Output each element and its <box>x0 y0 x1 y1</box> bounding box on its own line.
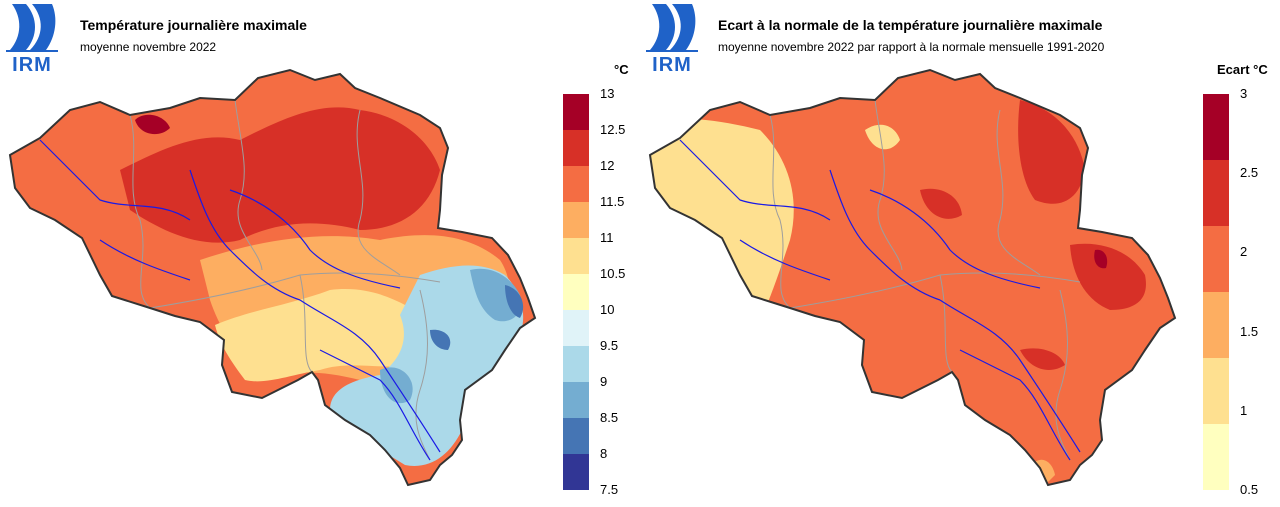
legend-swatch <box>1203 292 1229 358</box>
legend-swatch <box>1203 424 1229 490</box>
rivers <box>679 139 1081 461</box>
province-borders <box>769 99 1081 461</box>
legend-tick-label: 3 <box>1240 86 1248 101</box>
logo-text: IRM <box>652 54 692 76</box>
legend-tick-label: 8.5 <box>600 410 619 425</box>
legend-swatch <box>563 382 589 418</box>
anomaly-map <box>648 68 1177 487</box>
province-borders <box>129 99 441 461</box>
zone-north-east <box>1018 100 1085 204</box>
legend-swatch <box>563 418 589 454</box>
zone-summits <box>430 285 524 350</box>
color-legend <box>563 94 589 490</box>
map-title: Température journalière maximale <box>80 17 307 33</box>
legend-tick-label: 9.5 <box>600 338 619 353</box>
legend-swatch <box>563 346 589 382</box>
zone-condroz <box>215 289 441 382</box>
legend-tick-label: 2.5 <box>1240 165 1259 181</box>
zone-eifel-peak <box>1094 249 1108 269</box>
legend-unit: °C <box>614 62 629 77</box>
map-subtitle: moyenne novembre 2022 par rapport à la n… <box>718 40 1105 54</box>
map-title: Ecart à la normale de la température jou… <box>718 17 1103 33</box>
irm-logo: IRM <box>646 4 698 76</box>
legend-swatch <box>563 454 589 490</box>
legend-tick-label: 12 <box>600 158 615 173</box>
legend-unit: Ecart °C <box>1217 62 1268 77</box>
zone-hotspot <box>135 114 170 135</box>
legend-tick-label: 0.5 <box>1240 482 1259 497</box>
temperature-map <box>8 68 537 487</box>
logo-text: IRM <box>12 54 52 76</box>
legend-tick-label: 11.5 <box>600 194 625 209</box>
legend-swatch <box>1203 94 1229 160</box>
legend-tick-label: 13 <box>600 86 615 101</box>
legend-swatch <box>563 274 589 310</box>
legend-tick-label: 12.5 <box>600 122 626 137</box>
legend-tick-label: 9 <box>600 374 608 389</box>
legend-tick-label: 7.5 <box>600 482 619 497</box>
left-map-panel: IRM Température journalière maximale moy… <box>6 4 629 497</box>
legend-swatch <box>563 166 589 202</box>
legend-tick-label: 10 <box>600 302 615 317</box>
legend-tick-label: 10.5 <box>600 266 626 281</box>
country-border <box>648 68 1177 487</box>
color-legend <box>1203 94 1229 490</box>
legend-tick-label: 1 <box>1240 402 1248 418</box>
legend-tick-label: 2 <box>1240 244 1248 260</box>
legend-swatch <box>1203 358 1229 424</box>
legend-swatch <box>563 310 589 346</box>
legend-swatch <box>563 130 589 166</box>
legend-swatch <box>563 238 589 274</box>
legend-swatch <box>1203 160 1229 226</box>
legend-tick-label: 11 <box>600 230 614 245</box>
map-subtitle: moyenne novembre 2022 <box>80 40 217 54</box>
legend-tick-label: 8 <box>600 446 608 461</box>
zone-high-fens <box>380 268 521 404</box>
legend-swatch <box>563 94 589 130</box>
rivers <box>39 139 441 461</box>
legend-swatch <box>1203 226 1229 292</box>
zone-centre <box>120 107 440 243</box>
zone-ardenne <box>330 265 524 466</box>
country-border <box>8 68 537 487</box>
legend-swatch <box>563 202 589 238</box>
irm-logo: IRM <box>6 4 58 76</box>
legend-tick-label: 1.5 <box>1240 323 1259 339</box>
right-map-panel: IRM Ecart à la normale de la température… <box>640 0 1280 507</box>
